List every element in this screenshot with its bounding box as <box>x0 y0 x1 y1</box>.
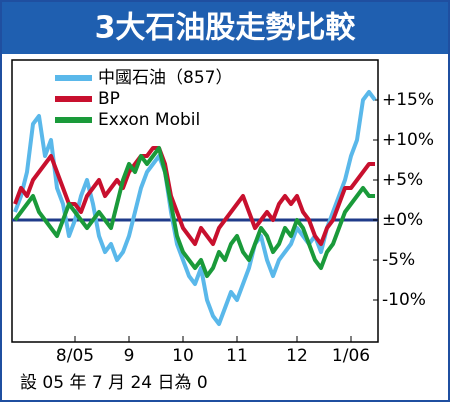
chart-title: 3大石油股走勢比較 <box>95 11 357 46</box>
x-tick-label: 10 <box>172 346 194 366</box>
x-tick-label: 1/06 <box>332 346 370 366</box>
series-line <box>13 146 375 278</box>
series-line <box>13 146 375 246</box>
legend-label: Exxon Mobil <box>98 110 200 130</box>
y-tick-label: ±0% <box>382 210 423 230</box>
y-tick-label: -10% <box>382 290 426 310</box>
x-tick-label: 11 <box>226 346 248 366</box>
plot-area <box>11 59 379 343</box>
x-tick-label: 12 <box>286 346 308 366</box>
footnote: 設 05 年 7 月 24 日為 0 <box>20 373 208 393</box>
x-tick-label: 8/05 <box>56 346 94 366</box>
x-tick-label: 9 <box>124 346 135 366</box>
y-tick-label: +15% <box>382 90 434 110</box>
y-tick-label: +10% <box>382 130 434 150</box>
title-bar <box>2 2 448 54</box>
y-tick-label: +5% <box>382 170 423 190</box>
legend-label: 中國石油（857） <box>98 68 232 88</box>
y-tick-label: -5% <box>382 250 415 270</box>
legend-label: BP <box>98 89 120 109</box>
